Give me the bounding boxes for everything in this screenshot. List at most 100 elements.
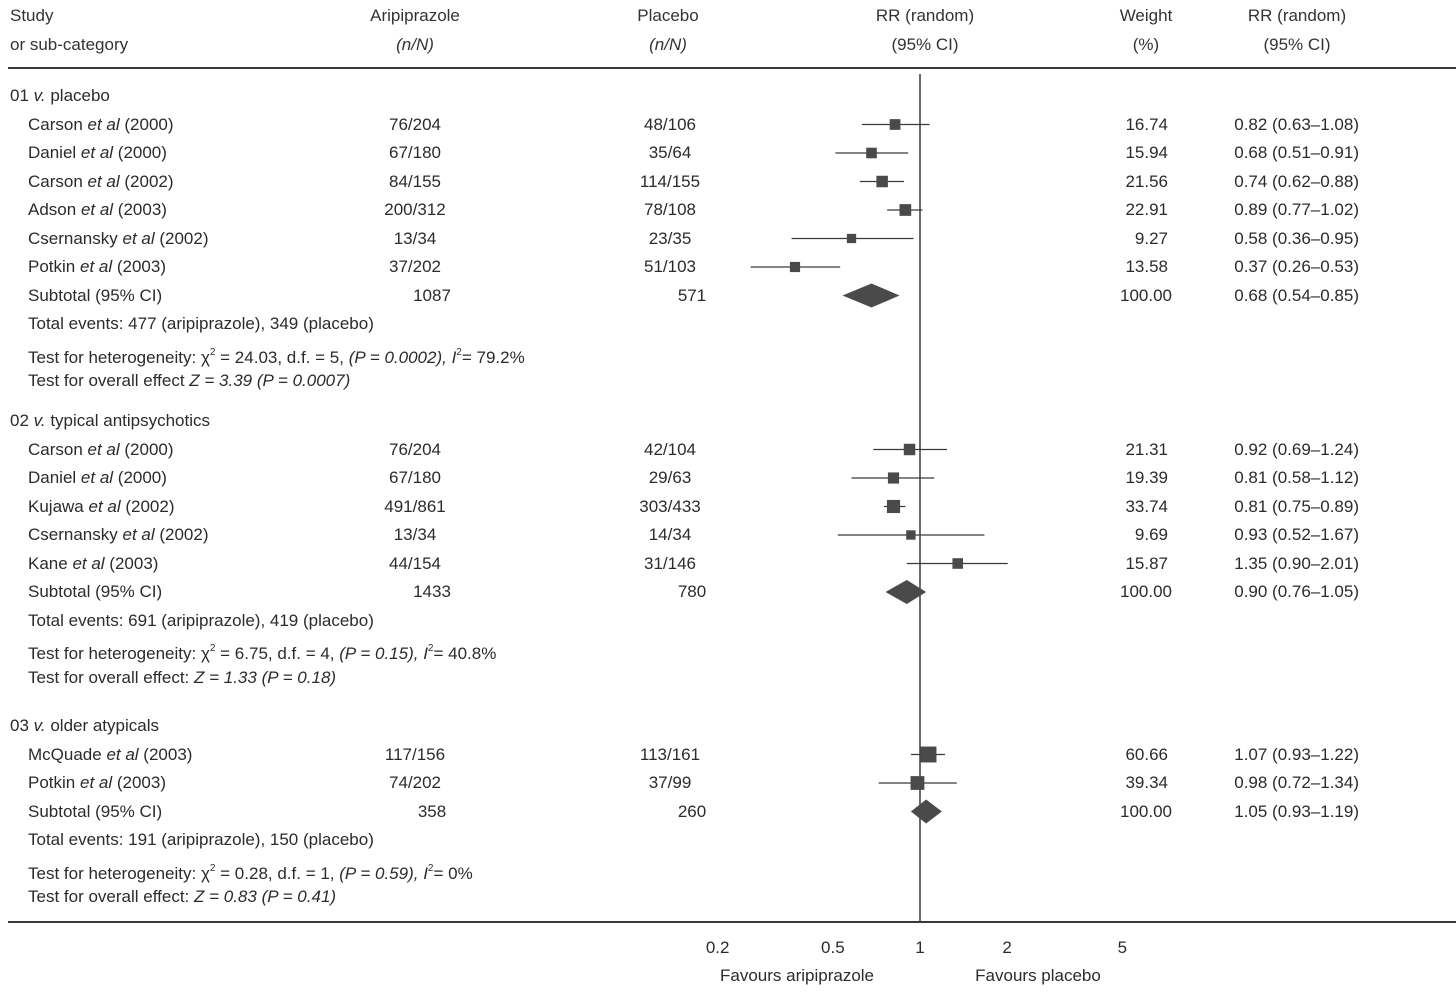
x-tick-label: 0.2 bbox=[705, 938, 730, 957]
heterogeneity-test: Test for heterogeneity: χ2 = 6.75, d.f. … bbox=[28, 639, 496, 664]
study-treatment: 76/204 bbox=[389, 114, 441, 134]
study-rr-text: 1.35 (0.90–2.01) bbox=[1234, 553, 1359, 573]
study-weight: 15.87 bbox=[1125, 553, 1168, 573]
study-et-al: et al bbox=[122, 228, 155, 248]
heterogeneity-p: (P = 0.59), bbox=[339, 863, 424, 883]
i-squared-value: = 40.8% bbox=[433, 644, 497, 663]
header-treatment: Aripiprazole bbox=[370, 6, 460, 25]
overall-effect-test: Test for overall effect: Z = 1.33 (P = 0… bbox=[28, 668, 336, 688]
overall-prefix: Test for overall effect: bbox=[28, 887, 194, 906]
header-treatment-sub: (n/N) bbox=[396, 35, 434, 54]
subtotal-treatment: 1433 bbox=[413, 582, 451, 601]
group-title: 01 v. placebo bbox=[10, 86, 110, 105]
header-control-sub: (n/N) bbox=[649, 35, 687, 54]
study-control: 303/433 bbox=[639, 496, 701, 516]
study-name: Daniel et al (2000) bbox=[28, 143, 167, 163]
point-estimate-square bbox=[846, 233, 857, 244]
study-et-al: et al bbox=[87, 439, 120, 459]
study-control: 78/108 bbox=[644, 200, 696, 219]
point-estimate-square bbox=[866, 147, 877, 159]
i-squared-symbol: I bbox=[423, 644, 428, 663]
study-et-al: et al bbox=[80, 143, 114, 162]
study-name: Potkin et al (2003) bbox=[28, 773, 166, 793]
study-name: Kujawa et al (2002) bbox=[28, 497, 175, 517]
study-rr-text: 0.81 (0.58–1.12) bbox=[1234, 468, 1359, 487]
study-et-al: et al bbox=[80, 468, 114, 487]
header-plot-sub: (95% CI) bbox=[891, 35, 959, 54]
overall-effect-test: Test for overall effect Z = 3.39 (P = 0.… bbox=[28, 371, 350, 391]
chi-squared-value: = 0.28, d.f. = 1, bbox=[215, 863, 340, 883]
superscript: 2 bbox=[456, 346, 462, 358]
heterogeneity-test: Test for heterogeneity: χ2 = 24.03, d.f.… bbox=[28, 343, 525, 368]
subtotal-diamond bbox=[842, 283, 900, 308]
heterogeneity-prefix: Test for heterogeneity: bbox=[28, 644, 201, 663]
subtotal-label: Subtotal (95% CI) bbox=[28, 285, 163, 305]
study-treatment: 491/861 bbox=[384, 496, 446, 516]
study-author: Potkin bbox=[28, 773, 80, 792]
study-year: (2000) bbox=[119, 114, 174, 134]
study-name: Csernansky et al (2002) bbox=[28, 525, 209, 545]
x-tick-label: 1 bbox=[915, 938, 925, 957]
header-rr: RR (random) bbox=[1247, 6, 1347, 25]
study-year: (2003) bbox=[112, 773, 166, 792]
study-year: (2000) bbox=[113, 468, 167, 487]
study-rr-text: 0.98 (0.72–1.34) bbox=[1234, 773, 1359, 792]
subtotal-rr-text: 0.90 (0.76–1.05) bbox=[1234, 582, 1359, 601]
study-weight: 33.74 bbox=[1125, 496, 1168, 516]
i-squared-symbol: I bbox=[451, 347, 457, 367]
study-year: (2000) bbox=[119, 439, 174, 459]
i-squared-value: = 0% bbox=[433, 863, 473, 883]
study-rr-text: 0.89 (0.77–1.02) bbox=[1234, 200, 1359, 219]
overall-z: Z = 1.33 bbox=[193, 667, 262, 687]
study-control: 42/104 bbox=[644, 439, 696, 459]
study-author: Carson bbox=[28, 439, 88, 459]
heterogeneity-p: (P = 0.0002), bbox=[348, 347, 452, 367]
subtotal-weight: 100.00 bbox=[1120, 801, 1172, 821]
study-year: (2002) bbox=[154, 228, 209, 248]
study-year: (2002) bbox=[154, 525, 209, 544]
point-estimate-square bbox=[789, 261, 801, 273]
chi-squared-value: = 6.75, d.f. = 4, bbox=[215, 644, 340, 663]
subtotal-weight: 100.00 bbox=[1120, 285, 1172, 305]
study-control: 31/146 bbox=[644, 553, 696, 573]
study-name: Adson et al (2003) bbox=[28, 200, 167, 220]
study-name: Kane et al (2003) bbox=[28, 554, 158, 574]
study-rr-text: 0.68 (0.51–0.91) bbox=[1234, 143, 1359, 162]
subtotal-label: Subtotal (95% CI) bbox=[28, 582, 163, 601]
superscript: 2 bbox=[209, 346, 216, 358]
x-tick-label: 2 bbox=[1002, 938, 1012, 957]
header-weight: Weight bbox=[1119, 6, 1173, 25]
study-et-al: et al bbox=[87, 114, 120, 134]
subtotal-treatment: 1087 bbox=[413, 285, 451, 305]
study-weight: 39.34 bbox=[1125, 773, 1168, 792]
total-events: Total events: 691 (aripiprazole), 419 (p… bbox=[28, 610, 374, 630]
study-year: (2003) bbox=[138, 744, 193, 764]
point-estimate-square bbox=[887, 472, 900, 484]
study-author: Adson bbox=[28, 200, 81, 219]
study-control: 37/99 bbox=[648, 773, 692, 792]
heterogeneity-prefix: Test for heterogeneity: bbox=[28, 347, 201, 367]
x-tick-label: 5 bbox=[1117, 938, 1128, 957]
study-name: Carson et al (2000) bbox=[28, 440, 174, 460]
footer-rule bbox=[8, 921, 1456, 923]
study-et-al: et al bbox=[87, 171, 120, 191]
subtotal-diamond bbox=[885, 580, 927, 604]
study-treatment: 13/34 bbox=[393, 228, 437, 248]
study-year: (2003) bbox=[112, 257, 166, 276]
point-estimate-square bbox=[906, 530, 916, 540]
study-control: 113/161 bbox=[639, 744, 701, 764]
header-rule bbox=[8, 67, 1456, 69]
header-control: Placebo bbox=[637, 6, 699, 25]
subtotal-control: 571 bbox=[677, 285, 707, 305]
point-estimate-square bbox=[899, 204, 912, 216]
study-et-al: et al bbox=[79, 257, 113, 276]
study-year: (2003) bbox=[104, 553, 159, 573]
study-weight: 15.94 bbox=[1125, 143, 1168, 162]
subtotal-treatment: 358 bbox=[417, 801, 447, 821]
study-weight: 19.39 bbox=[1125, 468, 1168, 487]
subtotal-control: 260 bbox=[677, 801, 707, 821]
i-squared-value: = 79.2% bbox=[461, 347, 525, 367]
study-treatment: 84/155 bbox=[389, 171, 441, 191]
point-estimate-square bbox=[876, 175, 888, 188]
study-year: (2002) bbox=[120, 496, 175, 516]
